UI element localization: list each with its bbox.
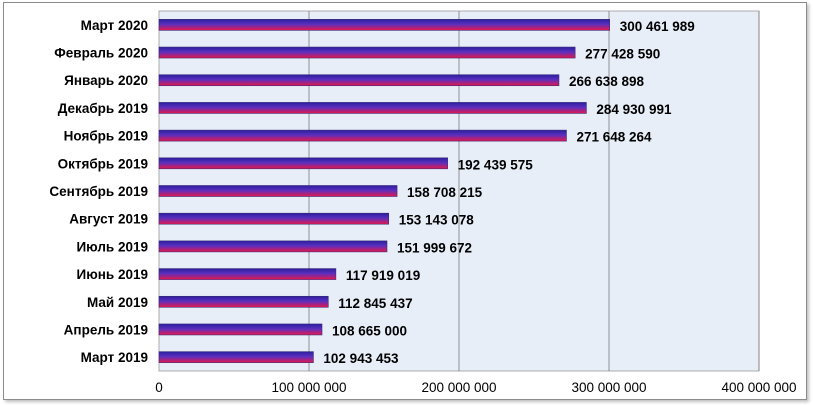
category-label: Март 2020 [81, 18, 148, 33]
bars [158, 19, 610, 363]
value-label: 300 461 989 [620, 19, 695, 34]
x-tick-label: 300 000 000 [571, 380, 646, 395]
bar-chart: Март 2020 Февраль 2020 Январь 2020 Декабрь … [49, 10, 797, 395]
value-label: 284 930 991 [596, 102, 672, 117]
bar [158, 268, 337, 280]
value-label: 266 638 898 [569, 74, 645, 89]
bar [158, 295, 329, 308]
category-label: Июнь 2019 [77, 267, 148, 282]
bar [158, 240, 388, 253]
bar [158, 19, 610, 31]
x-tick-label: 400 000 000 [721, 380, 796, 395]
x-tick-label: 200 000 000 [421, 380, 496, 395]
category-label: Июль 2019 [76, 239, 148, 254]
category-label: Март 2019 [81, 350, 148, 365]
category-label: Сентябрь 2019 [49, 184, 148, 199]
x-tick-label: 100 000 000 [271, 380, 346, 395]
category-label: Апрель 2019 [64, 322, 148, 337]
bar [158, 74, 560, 87]
chart-frame: Март 2020 Февраль 2020 Январь 2020 Декабрь … [3, 2, 807, 400]
value-label: 151 999 672 [397, 240, 472, 255]
value-label: 112 845 437 [338, 296, 412, 311]
bar [158, 102, 587, 114]
category-label: Декабрь 2019 [58, 101, 148, 116]
bar [158, 46, 576, 59]
bar [158, 323, 323, 336]
value-label: 192 439 575 [458, 157, 534, 172]
bar [158, 157, 448, 170]
category-label: Май 2019 [87, 295, 148, 310]
value-label: 271 648 264 [576, 130, 652, 145]
category-label: Август 2019 [69, 212, 148, 227]
bar [158, 129, 567, 142]
bar [158, 185, 398, 197]
bar [158, 351, 314, 363]
category-label: Февраль 2020 [54, 46, 148, 61]
category-label: Ноябрь 2019 [64, 129, 148, 144]
category-labels: Март 2020 Февраль 2020 Январь 2020 Декабрь … [49, 18, 148, 365]
value-label: 102 943 453 [323, 351, 399, 366]
bar [158, 212, 390, 225]
value-label: 108 665 000 [332, 323, 407, 338]
x-axis-tick-labels: 0 100 000 000 200 000 000 300 000 000 400 00… [155, 380, 796, 395]
value-label: 117 919 019 [346, 268, 420, 283]
x-tick-label: 0 [155, 380, 163, 395]
value-labels: 300 461 989 277 428 590 266 638 898 284 930… [323, 19, 694, 366]
value-label: 277 428 590 [585, 47, 660, 62]
category-label: Октябрь 2019 [58, 156, 148, 171]
category-label: Январь 2020 [64, 73, 148, 88]
value-label: 153 143 078 [399, 213, 475, 228]
value-label: 158 708 215 [407, 185, 483, 200]
